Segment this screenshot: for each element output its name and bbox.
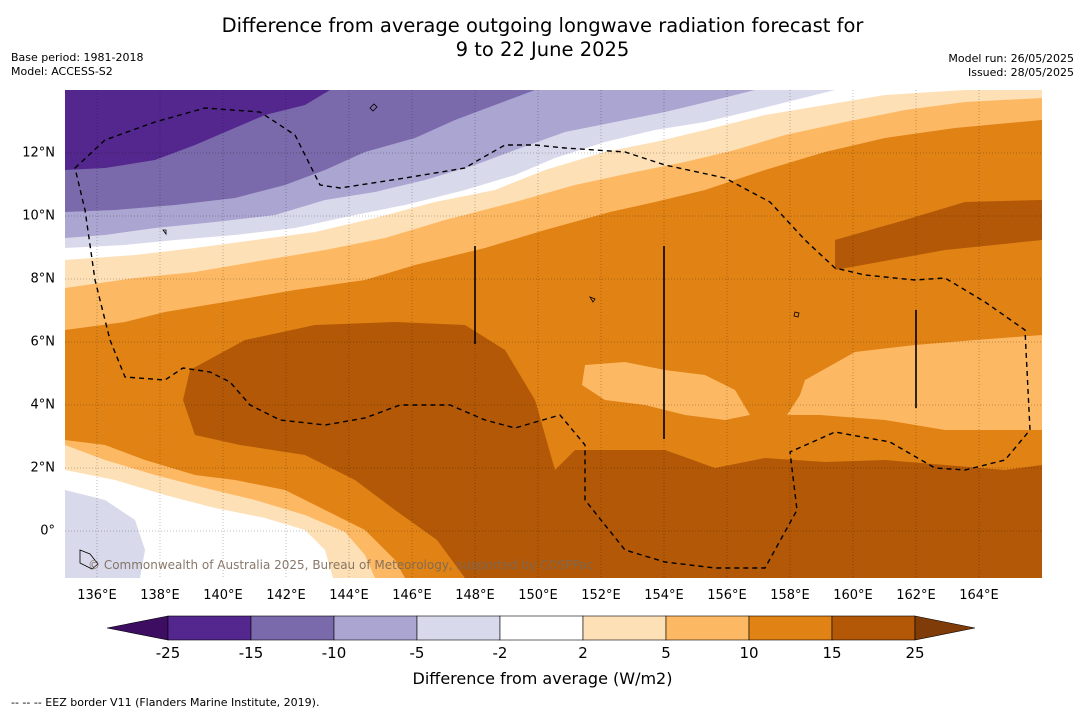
lon-tick: 154°E [644,588,684,603]
colorbar-label: 5 [661,644,671,662]
lon-tick: 156°E [707,588,747,603]
lon-tick: 144°E [329,588,369,603]
colorbar-label: -25 [155,644,181,662]
lon-tick: 148°E [455,588,495,603]
title-line-1: Difference from average outgoing longwav… [221,14,864,37]
colorbar-cell [831,615,916,641]
lat-tick: 8°N [30,271,56,287]
eez-border [74,107,1031,569]
lon-tick: 140°E [203,588,243,603]
lon-tick: 158°E [770,588,810,603]
colorbar-cell [416,615,501,641]
colorbar-cell [167,615,252,641]
colorbar [106,615,976,641]
issued-date: Issued: 28/05/2025 [967,66,1074,79]
model-name: Model: ACCESS-S2 [11,65,113,78]
colorbar-cell [582,615,667,641]
lat-tick: 0° [40,523,55,539]
meta-left: Base period: 1981-2018 Model: ACCESS-S2 [11,51,143,79]
colorbar-label: -10 [321,644,347,662]
lon-tick: 164°E [959,588,999,603]
lat-tick: 12°N [22,145,55,161]
colorbar-cell [665,615,750,641]
colorbar-label: 25 [905,644,925,662]
grid-lines [65,90,1042,578]
lon-tick: 136°E [77,588,117,603]
map-title: Difference from average outgoing longwav… [0,14,1085,62]
colorbar-label: -2 [492,644,508,662]
lon-tick: 146°E [392,588,432,603]
lon-tick: 150°E [518,588,558,603]
colorbar-title: Difference from average (W/m2) [412,669,673,688]
colorbar-label: 10 [739,644,759,662]
band-5-10-lobe-a [582,362,750,420]
islands [79,103,800,570]
lon-tick: 138°E [140,588,180,603]
colorbar-cells [106,615,976,641]
eez-note: -- -- -- EEZ border V11 (Flanders Marine… [11,696,320,709]
model-run: Model run: 26/05/2025 [948,52,1074,65]
lon-tick: 142°E [266,588,306,603]
lon-tick: 152°E [581,588,621,603]
band-5-10-lobe-b [787,335,1042,430]
colorbar-label: -5 [409,644,425,662]
colorbar-extend-low [106,615,169,641]
colorbar-cell [250,615,335,641]
lon-tick: 160°E [833,588,873,603]
lat-tick: 6°N [30,334,56,350]
lat-tick: 2°N [30,460,56,476]
lat-tick: 4°N [30,397,56,413]
band-m15-m25 [65,90,330,170]
colorbar-cell [333,615,418,641]
lon-tick: 162°E [896,588,936,603]
meta-right: Model run: 26/05/2025 Issued: 28/05/2025 [948,52,1074,80]
colorbar-cell [499,615,584,641]
colorbar-label: 2 [578,644,588,662]
lat-tick: 10°N [22,208,55,224]
marker-lines [474,246,917,439]
base-period: Base period: 1981-2018 [11,51,144,64]
title-line-2: 9 to 22 June 2025 [455,38,630,61]
colorbar-label: -15 [238,644,264,662]
colorbar-cell [748,615,833,641]
copyright-notice: © Commonwealth of Australia 2025, Bureau… [88,558,594,572]
anomaly-map [65,90,1042,578]
colorbar-extend-high [914,615,976,641]
colorbar-label: 15 [822,644,842,662]
